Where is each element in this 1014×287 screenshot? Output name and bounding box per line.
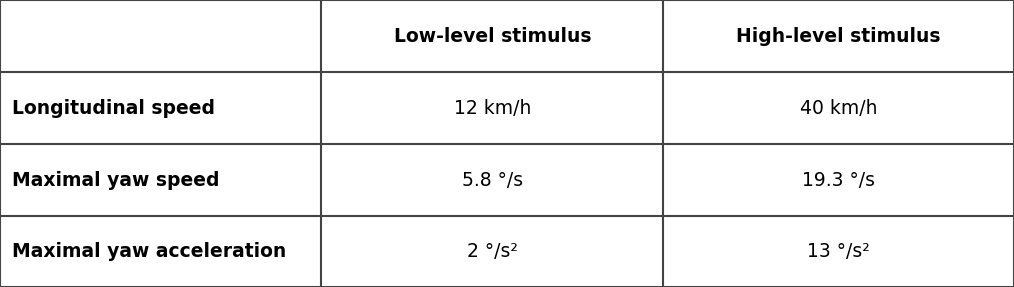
Text: High-level stimulus: High-level stimulus	[736, 26, 941, 46]
Text: 5.8 °/s: 5.8 °/s	[461, 170, 523, 189]
Text: 40 km/h: 40 km/h	[800, 98, 877, 117]
Text: Longitudinal speed: Longitudinal speed	[12, 98, 215, 117]
Text: Maximal yaw acceleration: Maximal yaw acceleration	[12, 242, 286, 261]
Text: 2 °/s²: 2 °/s²	[466, 242, 518, 261]
Text: 12 km/h: 12 km/h	[453, 98, 531, 117]
Text: 13 °/s²: 13 °/s²	[807, 242, 870, 261]
Text: Maximal yaw speed: Maximal yaw speed	[12, 170, 219, 189]
Text: 19.3 °/s: 19.3 °/s	[802, 170, 875, 189]
Text: Low-level stimulus: Low-level stimulus	[393, 26, 591, 46]
